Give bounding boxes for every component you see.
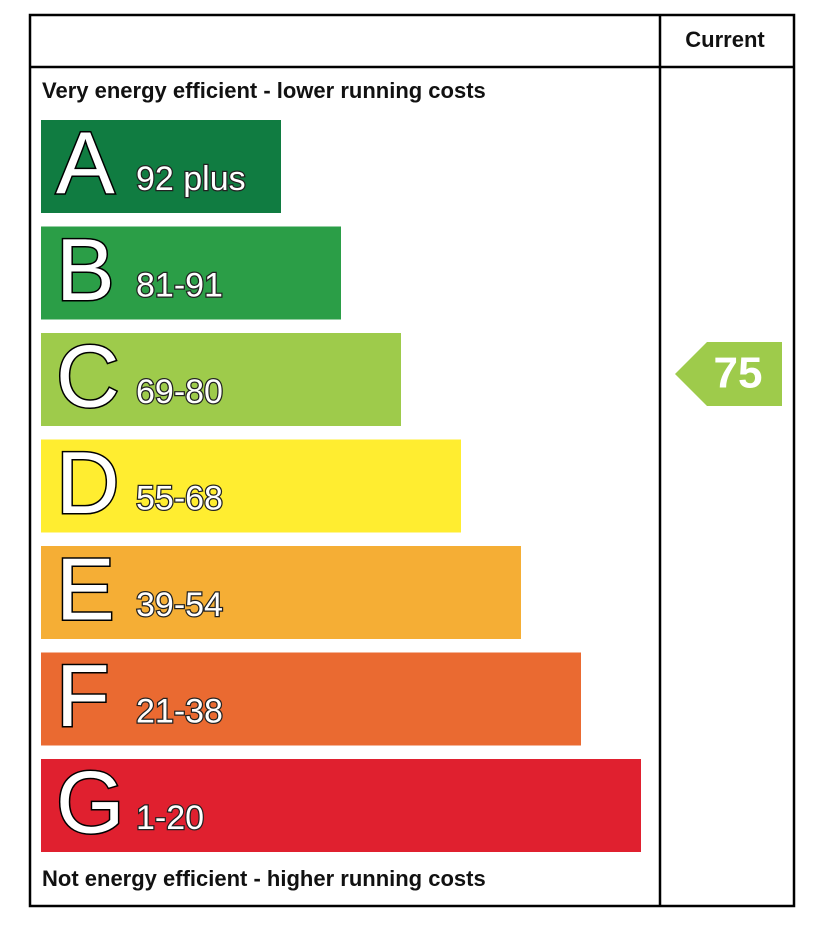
band-bar [41,120,281,213]
band-range: 81-91 [136,266,223,304]
frame [28,13,796,908]
band-range: 39-54 [136,586,223,624]
band-letter: C [56,326,120,425]
band-range: 21-38 [136,692,223,730]
band-letter: E [56,539,115,638]
band-letter: A [56,113,115,212]
top-label: Very energy efficient - lower running co… [42,78,486,103]
band-range: 92 plus [136,160,246,198]
band-letter: G [56,752,124,851]
band-letter: D [56,433,120,532]
band-bar [41,226,341,320]
band-letter: B [56,220,115,319]
band-bar [41,759,641,852]
band-bar [41,439,461,533]
current-header: Current [685,27,765,52]
band-range: 69-80 [136,373,223,411]
band-bar [41,333,401,426]
current-rating: 75 [714,349,763,398]
bands: A 92 plus B 81-91 C 69-80 D 55-68 E 39-54 F 21-38 G 1… [41,112,641,853]
band-bar [41,652,581,746]
band-letter: F [56,646,110,745]
band-bar [41,546,521,639]
band-range: 55-68 [136,479,223,517]
bottom-label: Not energy efficient - higher running co… [42,866,486,891]
band-range: 1-20 [136,799,204,837]
current-arrow [675,342,782,406]
